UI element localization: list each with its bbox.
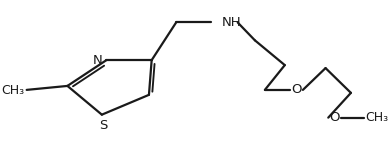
- Text: NH: NH: [222, 16, 241, 29]
- Text: O: O: [291, 83, 302, 96]
- Text: N: N: [93, 54, 103, 67]
- Text: S: S: [99, 119, 108, 132]
- Text: CH₃: CH₃: [2, 84, 25, 97]
- Text: CH₃: CH₃: [365, 111, 388, 124]
- Text: O: O: [329, 111, 340, 124]
